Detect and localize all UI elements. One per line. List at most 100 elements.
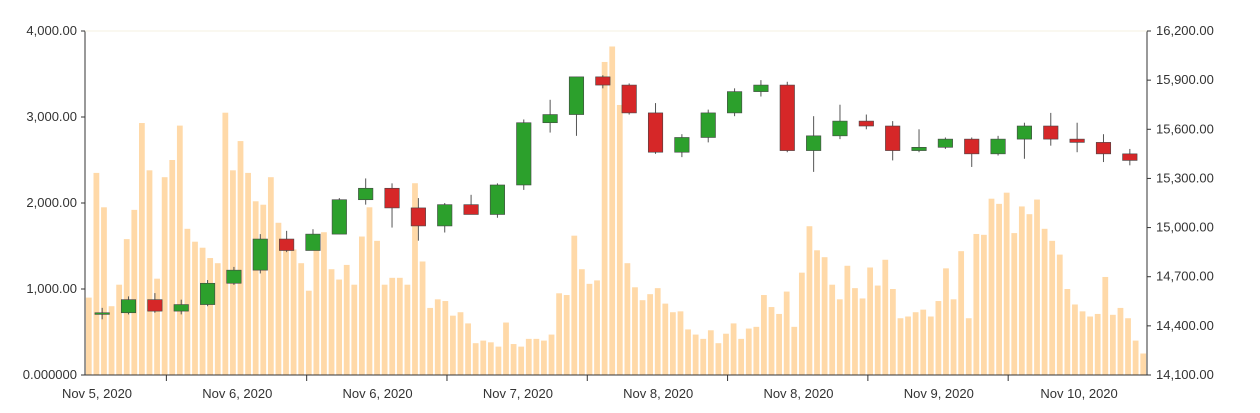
volume-bar xyxy=(343,264,350,375)
x-tick-label: Nov 6, 2020 xyxy=(343,386,413,401)
volume-bar xyxy=(313,242,320,375)
candle-down xyxy=(279,238,295,251)
volume-bar xyxy=(761,295,767,375)
candle-up xyxy=(358,187,374,201)
volume-bar xyxy=(776,313,782,375)
volume-bar xyxy=(495,346,502,375)
candle-up xyxy=(226,269,242,284)
volume-bar xyxy=(715,343,722,375)
volume-bar xyxy=(609,46,616,375)
candle-down xyxy=(463,204,479,215)
volume-bar xyxy=(450,315,456,375)
volume-bar xyxy=(601,61,608,376)
volume-bar xyxy=(359,236,365,375)
volume-bar xyxy=(616,104,623,376)
right-tick-label: 16,200.00 xyxy=(1156,23,1214,38)
volume-bar xyxy=(305,290,312,375)
volume-bar xyxy=(973,233,980,375)
volume-bar xyxy=(396,277,403,375)
volume-bar xyxy=(1102,276,1109,375)
volume-bar xyxy=(1064,289,1071,375)
candle-up xyxy=(990,138,1006,155)
candle-up xyxy=(200,282,216,305)
right-tick-label: 15,000.00 xyxy=(1156,220,1214,235)
volume-bar xyxy=(245,172,251,375)
volume-bar xyxy=(503,322,509,375)
volume-bar xyxy=(518,346,525,375)
volume-bar xyxy=(222,112,229,375)
volume-bar xyxy=(541,340,547,375)
volume-bar xyxy=(556,293,562,375)
candle-down xyxy=(779,84,795,151)
volume-bar xyxy=(783,291,790,375)
candle-up xyxy=(516,122,532,186)
volume-bar xyxy=(882,259,889,375)
volume-bar xyxy=(169,160,176,375)
volume-bar xyxy=(85,297,92,375)
volume-bar xyxy=(381,284,388,375)
volume-bar xyxy=(442,301,449,375)
volume-bar xyxy=(184,228,191,375)
candle-down xyxy=(595,76,611,86)
left-tick-label: 1,000.00 xyxy=(26,281,77,296)
volume-bar xyxy=(814,250,820,375)
left-tick-label: 0.000000 xyxy=(23,367,77,382)
volume-bar xyxy=(1140,353,1147,375)
volume-bar xyxy=(389,277,396,375)
volume-bar xyxy=(427,307,434,375)
volume-bar xyxy=(252,201,259,375)
candle-up xyxy=(94,312,110,315)
volume-bar xyxy=(1034,199,1040,375)
right-tick-label: 14,700.00 xyxy=(1156,269,1214,284)
candle-down xyxy=(384,187,400,209)
volume-bar xyxy=(283,239,289,375)
volume-bar xyxy=(1026,214,1033,375)
candle-down xyxy=(621,84,637,114)
volume-bar xyxy=(594,280,600,375)
volume-bar xyxy=(578,269,585,375)
volume-bar xyxy=(670,312,676,375)
volume-bar xyxy=(836,299,843,375)
volume-bar xyxy=(685,329,691,375)
volume-bar xyxy=(586,283,593,375)
volume-bar xyxy=(707,330,714,375)
volume-bar xyxy=(176,125,183,375)
candle-down xyxy=(410,207,426,227)
candle-down xyxy=(1043,125,1059,140)
right-tick-label: 15,300.00 xyxy=(1156,170,1214,185)
candle-up xyxy=(806,135,822,151)
x-tick-label: Nov 6, 2020 xyxy=(202,386,272,401)
candle-down xyxy=(1095,142,1112,155)
volume-bar xyxy=(139,123,145,376)
candle-up xyxy=(305,233,321,251)
x-tick-label: Nov 9, 2020 xyxy=(904,386,974,401)
volume-bar xyxy=(920,309,927,375)
volume-bar xyxy=(852,288,858,375)
volume-bar xyxy=(434,299,441,375)
left-tick-label: 3,000.00 xyxy=(26,109,77,124)
volume-bar xyxy=(700,338,707,375)
right-tick-label: 14,100.00 xyxy=(1156,367,1214,382)
volume-bar xyxy=(419,261,426,375)
candle-down xyxy=(647,112,664,153)
volume-bar xyxy=(533,338,540,375)
volume-bar xyxy=(207,258,214,375)
volume-bar xyxy=(677,311,684,375)
right-tick-label: 14,400.00 xyxy=(1156,318,1214,333)
volume-bar xyxy=(457,312,464,375)
volume-bar xyxy=(1125,318,1131,375)
volume-bar xyxy=(632,287,638,375)
volume-bar xyxy=(465,323,471,375)
volume-bar xyxy=(161,177,168,375)
volume-bar xyxy=(981,234,987,375)
volume-bar xyxy=(662,303,669,375)
volume-bar xyxy=(950,299,957,375)
candle-up xyxy=(674,137,690,153)
left-tick-label: 4,000.00 xyxy=(26,23,77,38)
volume-bar xyxy=(336,279,343,375)
volume-bar xyxy=(1018,206,1025,375)
volume-bar xyxy=(267,177,274,375)
x-tick-label: Nov 5, 2020 xyxy=(62,386,132,401)
candle-up xyxy=(832,120,848,137)
